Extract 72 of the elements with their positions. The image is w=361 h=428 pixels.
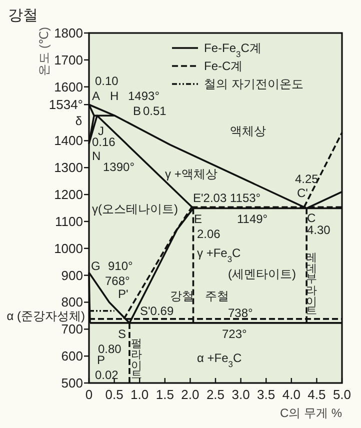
annotation: 1493° xyxy=(128,89,160,103)
annotation: 0.10 xyxy=(95,74,119,88)
x-tick-label: 0.5 xyxy=(105,387,124,402)
annotation: 액체상 xyxy=(230,124,266,138)
legend-label: 철의 자기전이온도 xyxy=(204,77,304,91)
annotation: (세멘타이트) xyxy=(228,267,296,281)
annotation: S'0.69 xyxy=(140,304,174,318)
annotation: A xyxy=(92,89,100,103)
x-axis-title: C의 무게 % xyxy=(280,406,342,420)
y-tick-label: 700 xyxy=(61,322,83,337)
annotation: 0.80 xyxy=(98,342,122,356)
text: δ xyxy=(75,114,82,128)
annotation: 738° xyxy=(228,306,254,320)
annotation: C xyxy=(307,211,316,225)
x-tick-label: 3.0 xyxy=(232,387,250,402)
text: α (준강자성체) xyxy=(6,309,85,323)
x-tick-label: 4.0 xyxy=(282,387,300,402)
annotation: E'2.03 1153° xyxy=(193,191,261,205)
annotation: 768° xyxy=(105,274,130,288)
annotation: 0.16 xyxy=(92,135,116,149)
annotation: 2.06 xyxy=(197,227,221,241)
y-tick-label: 1100 xyxy=(55,214,83,229)
annotation: B xyxy=(133,104,142,118)
y-axis-title: 온도 (℃) xyxy=(37,27,51,76)
annotation: 723° xyxy=(222,327,248,341)
y-tick-label: 800 xyxy=(61,294,83,310)
annotation: 0.51 xyxy=(143,104,167,118)
y-tick-label: 1000 xyxy=(54,240,83,256)
x-tick-label: 1.0 xyxy=(130,387,149,402)
annotation: C' xyxy=(297,186,308,200)
x-tick-label: 3.5 xyxy=(257,387,276,402)
annotation: P xyxy=(97,353,106,367)
y-tick-label: 600 xyxy=(61,348,83,364)
annotation: N xyxy=(92,149,101,163)
x-tick-label: 1.5 xyxy=(156,387,174,402)
x-tick-label: 4.5 xyxy=(308,387,326,402)
annotation: 4.30 xyxy=(307,223,331,237)
x-tick-label: 5.0 xyxy=(332,387,352,402)
annotation: 910° xyxy=(108,259,134,273)
annotation: 0.02 xyxy=(95,368,119,382)
annotation: G xyxy=(91,259,100,273)
annotation: γ(오스테나이트) xyxy=(92,202,178,216)
annotation: J xyxy=(98,124,104,138)
annotation: 주철 xyxy=(205,289,229,303)
annotation: 4.25 xyxy=(295,172,319,186)
y-tick-label: 1800 xyxy=(54,26,83,40)
x-tick-label: 2.0 xyxy=(181,387,200,402)
annotation: γ +Fe$_{3}$C xyxy=(197,246,242,264)
x-tick-label: 2.5 xyxy=(206,387,225,402)
y-tick-label: 500 xyxy=(61,376,83,390)
annotation: S xyxy=(118,327,126,341)
annotation: γ +액체상 xyxy=(165,167,218,181)
y-tick-label: 1600 xyxy=(54,79,83,94)
annotation: 1390° xyxy=(103,160,135,174)
annotation: α +Fe$_{3}$C xyxy=(197,351,242,369)
y-tick-label: 900 xyxy=(61,268,83,283)
annotation: 강철 xyxy=(170,289,194,303)
y-tick-label: 1534° xyxy=(48,97,83,112)
legend-label: Fe-C계 xyxy=(204,59,243,73)
annotation: P' xyxy=(118,287,128,301)
y-tick-label: 1700 xyxy=(54,52,83,68)
legend-label: Fe-Fe$_{3}$C계 xyxy=(204,41,262,59)
annotation: E xyxy=(194,212,202,226)
y-tick-label: 1200 xyxy=(54,187,83,202)
annotation: 1149° xyxy=(237,212,268,226)
chart-title: 강철 xyxy=(8,7,38,24)
y-tick-label: 1300 xyxy=(54,160,83,176)
y-tick-label: 1400 xyxy=(54,133,83,148)
annotation: H xyxy=(110,89,119,103)
annotation: 레데부라이트 xyxy=(305,244,318,315)
annotation: 펄라이트 xyxy=(130,330,143,379)
x-tick-label: 0 xyxy=(85,387,93,402)
